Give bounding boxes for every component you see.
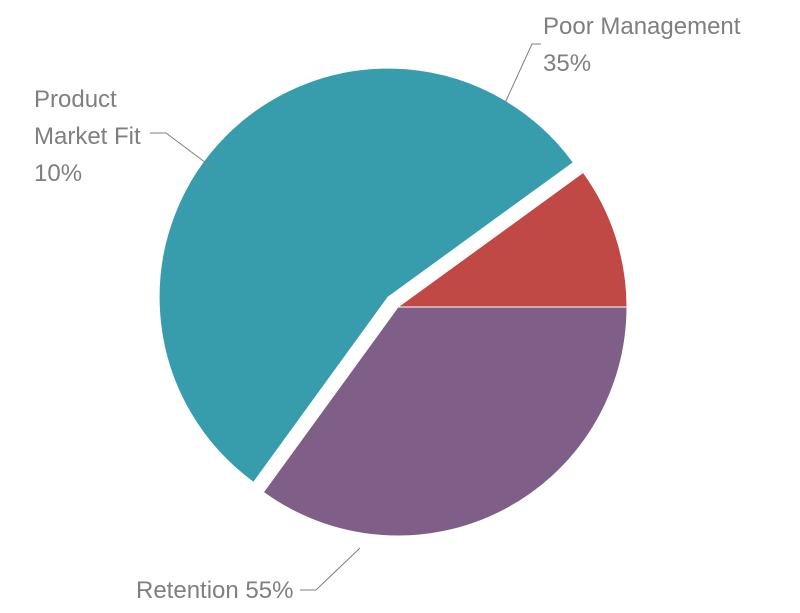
data-label-line: Product <box>34 86 117 113</box>
leader-line-poor-management <box>504 43 541 104</box>
data-label-line: Market Fit <box>34 123 141 150</box>
data-label-line: Poor Management <box>543 13 741 40</box>
data-label-product-market-fit: Product Market Fit 10% <box>34 86 141 187</box>
leader-line-retention <box>300 547 361 591</box>
leader-line-product-market-fit <box>150 132 215 170</box>
data-label-line: 35% <box>543 50 591 77</box>
data-label-line: Retention 55% <box>136 577 293 604</box>
pie-slice-retention <box>158 67 575 484</box>
data-label-poor-management: Poor Management 35% <box>543 13 741 77</box>
leader-lines <box>150 43 541 591</box>
pie-slice-product-market-fit <box>396 171 628 308</box>
pie-slices <box>158 67 628 537</box>
pie-slice-poor-management <box>262 306 628 537</box>
data-label-retention: Retention 55% <box>136 577 293 604</box>
data-labels: Poor Management 35% Retention 55% Product Ma… <box>34 13 741 604</box>
data-label-line: 10% <box>34 160 82 187</box>
